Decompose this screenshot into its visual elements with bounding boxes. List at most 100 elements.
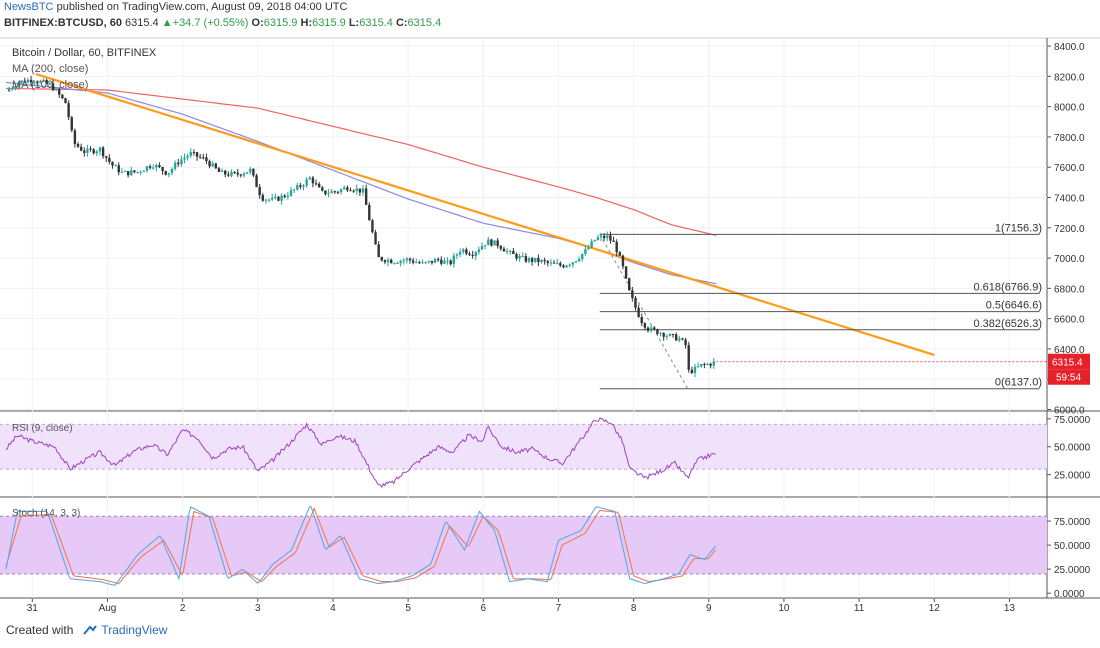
candle-body [593, 239, 596, 242]
publish-line: NewsBTC published on TradingView.com, Au… [4, 1, 347, 13]
candle-body [120, 171, 124, 173]
x-tick-label: 8 [631, 603, 637, 614]
candle-body [123, 171, 127, 173]
x-tick-label: 6 [481, 603, 487, 614]
candle-body [706, 363, 709, 365]
high-value: 6315.9 [312, 17, 346, 29]
candle-body [527, 258, 531, 262]
x-tick-label: 12 [929, 603, 941, 614]
price-tick-label: 8000.0 [1054, 103, 1085, 114]
candle-body [684, 339, 687, 346]
candle-body [424, 261, 427, 263]
candle-body [280, 195, 283, 201]
candle-body [142, 170, 145, 172]
x-tick-label: 5 [405, 603, 411, 614]
publisher-name[interactable]: NewsBTC [4, 1, 54, 13]
candle-body [377, 244, 380, 258]
candle-body [552, 262, 556, 264]
candle-body [596, 237, 600, 240]
candle-body [170, 168, 174, 174]
close-label: C: [395, 17, 408, 29]
candle-body [530, 258, 534, 262]
candle-body [587, 247, 590, 250]
candle-body [252, 168, 255, 176]
candle-body [32, 82, 36, 84]
candle-body [386, 259, 390, 263]
chart-title: Bitcoin / Dollar, 60, BITFINEX [12, 47, 157, 59]
candle-body [468, 253, 471, 255]
candle-body [227, 174, 230, 176]
candle-body [249, 168, 252, 173]
candle-body [465, 249, 468, 254]
candle-body [205, 157, 208, 162]
fib-level-label: 1(7156.3) [995, 222, 1042, 234]
candle-body [164, 171, 167, 175]
tradingview-brand[interactable]: TradingView [81, 623, 167, 637]
candle-body [656, 329, 659, 334]
x-tick-label: 7 [556, 603, 562, 614]
candle-body [653, 327, 656, 330]
fib-level-label: 0(6137.0) [995, 377, 1042, 389]
price-tick-label: 7000.0 [1054, 254, 1085, 265]
candle-body [130, 170, 133, 176]
candle-body [92, 149, 95, 154]
candle-body [562, 265, 565, 268]
x-tick-label: 13 [1004, 603, 1016, 614]
candle-body [105, 156, 108, 158]
symbol-label: BITFINEX:BTCUSD, 60 [4, 17, 122, 29]
candle-body [524, 255, 528, 262]
candle-body [51, 83, 55, 91]
candle-body [374, 232, 377, 245]
candle-body [346, 187, 349, 191]
candle-body [26, 79, 30, 83]
candle-body [308, 177, 311, 180]
candle-body [671, 334, 675, 336]
candle-body [101, 147, 105, 157]
fib-level-label: 0.5(6646.6) [986, 300, 1042, 312]
stoch-legend: Stoch (14, 3, 3) [12, 508, 80, 519]
candle-body [220, 170, 224, 172]
candle-body [83, 150, 86, 153]
price-tick-label: 6400.0 [1054, 345, 1085, 356]
candle-body [133, 170, 136, 173]
candle-body [186, 155, 189, 158]
candle-body [411, 260, 415, 263]
ma-200-line [6, 87, 717, 236]
candle-body [29, 79, 33, 83]
candle-body [136, 171, 139, 173]
candle-body [408, 258, 412, 261]
candle-body [48, 83, 52, 85]
candle-body [355, 188, 358, 192]
candle-body [687, 345, 690, 370]
candle-body [324, 190, 327, 195]
x-tick-label: 9 [706, 603, 712, 614]
fib-trend-dashed [599, 234, 689, 389]
candle-body [286, 195, 290, 197]
candle-body [61, 94, 64, 99]
candle-body [430, 260, 434, 263]
candle-body [681, 338, 684, 340]
price-tick-label: 8400.0 [1054, 42, 1085, 53]
stoch-tick-label: 0.0000 [1054, 589, 1085, 600]
candle-body [224, 170, 227, 175]
candle-body [446, 260, 449, 262]
candle-body [505, 251, 509, 253]
candle-body [581, 253, 584, 259]
candle-body [599, 235, 603, 238]
candle-body [471, 254, 474, 257]
candle-body [311, 177, 315, 184]
rsi-band [0, 424, 1047, 470]
open-label: O: [251, 17, 264, 29]
x-tick-label: 2 [180, 603, 186, 614]
candle-body [302, 185, 305, 187]
candle-body [76, 144, 80, 147]
ma-100-legend: MA (100, close) [12, 79, 88, 91]
candle-body [690, 369, 694, 374]
candle-body [330, 191, 333, 194]
tradingview-cloud-icon [83, 625, 98, 635]
candle-body [534, 257, 537, 262]
candle-body [151, 167, 155, 169]
candle-body [211, 163, 214, 167]
candle-body [39, 80, 42, 83]
